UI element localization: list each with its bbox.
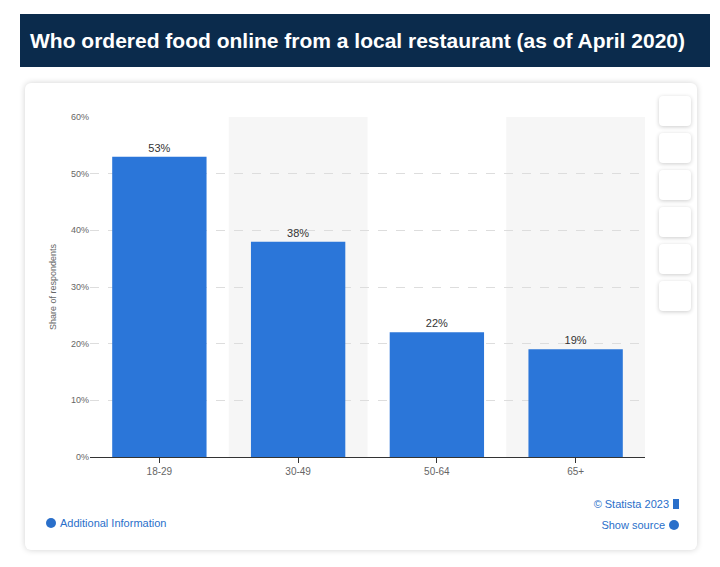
svg-text:Share of respondents: Share of respondents (48, 243, 58, 330)
svg-text:30-49: 30-49 (285, 466, 311, 477)
svg-text:20%: 20% (71, 339, 89, 349)
svg-text:40%: 40% (71, 225, 89, 235)
html-text:Additional Information: Additional Information (60, 517, 167, 529)
html-text:Show source: Show source (601, 519, 665, 531)
svg-text:65+: 65+ (567, 466, 584, 477)
svg-text:50%: 50% (71, 169, 89, 179)
svg-text:22%: 22% (426, 317, 448, 329)
html-text:Who ordered food online from a: Who ordered food online from a local res… (30, 29, 685, 52)
svg-text:10%: 10% (71, 395, 89, 405)
svg-text:38%: 38% (287, 227, 309, 239)
svg-text:60%: 60% (71, 112, 89, 122)
svg-text:53%: 53% (148, 142, 170, 154)
svg-text:50-64: 50-64 (424, 466, 450, 477)
svg-text:0%: 0% (76, 452, 89, 462)
svg-text:18-29: 18-29 (147, 466, 173, 477)
svg-text:30%: 30% (71, 282, 89, 292)
svg-text:19%: 19% (565, 334, 587, 346)
html-text:© Statista 2023: © Statista 2023 (593, 498, 669, 510)
